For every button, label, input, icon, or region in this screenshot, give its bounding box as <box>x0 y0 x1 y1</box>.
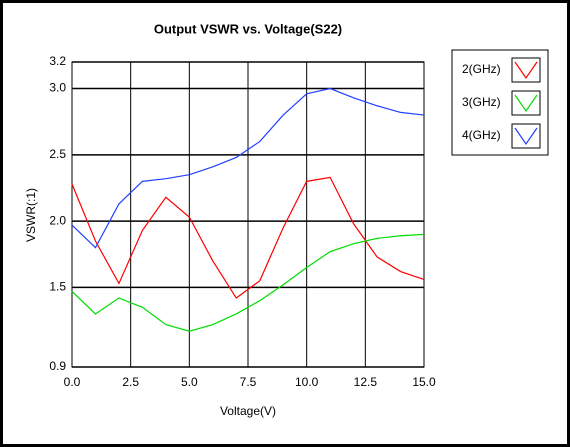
y-tick-label: 2.0 <box>49 213 66 227</box>
x-tick-label: 7.5 <box>240 375 257 389</box>
x-axis-label: Voltage(V) <box>220 404 276 418</box>
y-tick-label: 2.5 <box>49 147 66 161</box>
x-tick-label: 15.0 <box>412 375 436 389</box>
x-tick-label: 5.0 <box>181 375 198 389</box>
series-line <box>71 233 425 332</box>
x-tick-label: 2.5 <box>122 375 139 389</box>
legend-swatch <box>514 94 538 113</box>
legend-label: 3(GHz) <box>462 95 501 109</box>
legend-label: 2(GHz) <box>462 62 501 76</box>
legend-swatch <box>514 127 538 146</box>
y-tick-label: 0.9 <box>49 359 66 373</box>
y-axis-label: VSWR(:1) <box>24 188 38 242</box>
x-tick-label: 10.0 <box>295 375 319 389</box>
y-tick-label: 3.2 <box>49 54 66 68</box>
legend-label: 4(GHz) <box>462 128 501 142</box>
series-line <box>71 176 425 299</box>
y-tick-label: 1.5 <box>49 280 66 294</box>
legend-swatch <box>514 61 538 80</box>
series-line <box>71 87 425 249</box>
x-tick-label: 0.0 <box>64 375 81 389</box>
chart-title: Output VSWR vs. Voltage(S22) <box>154 21 342 36</box>
x-tick-label: 12.5 <box>354 375 378 389</box>
legend-swatch-box <box>511 123 541 149</box>
y-tick-label: 3.0 <box>49 81 66 95</box>
